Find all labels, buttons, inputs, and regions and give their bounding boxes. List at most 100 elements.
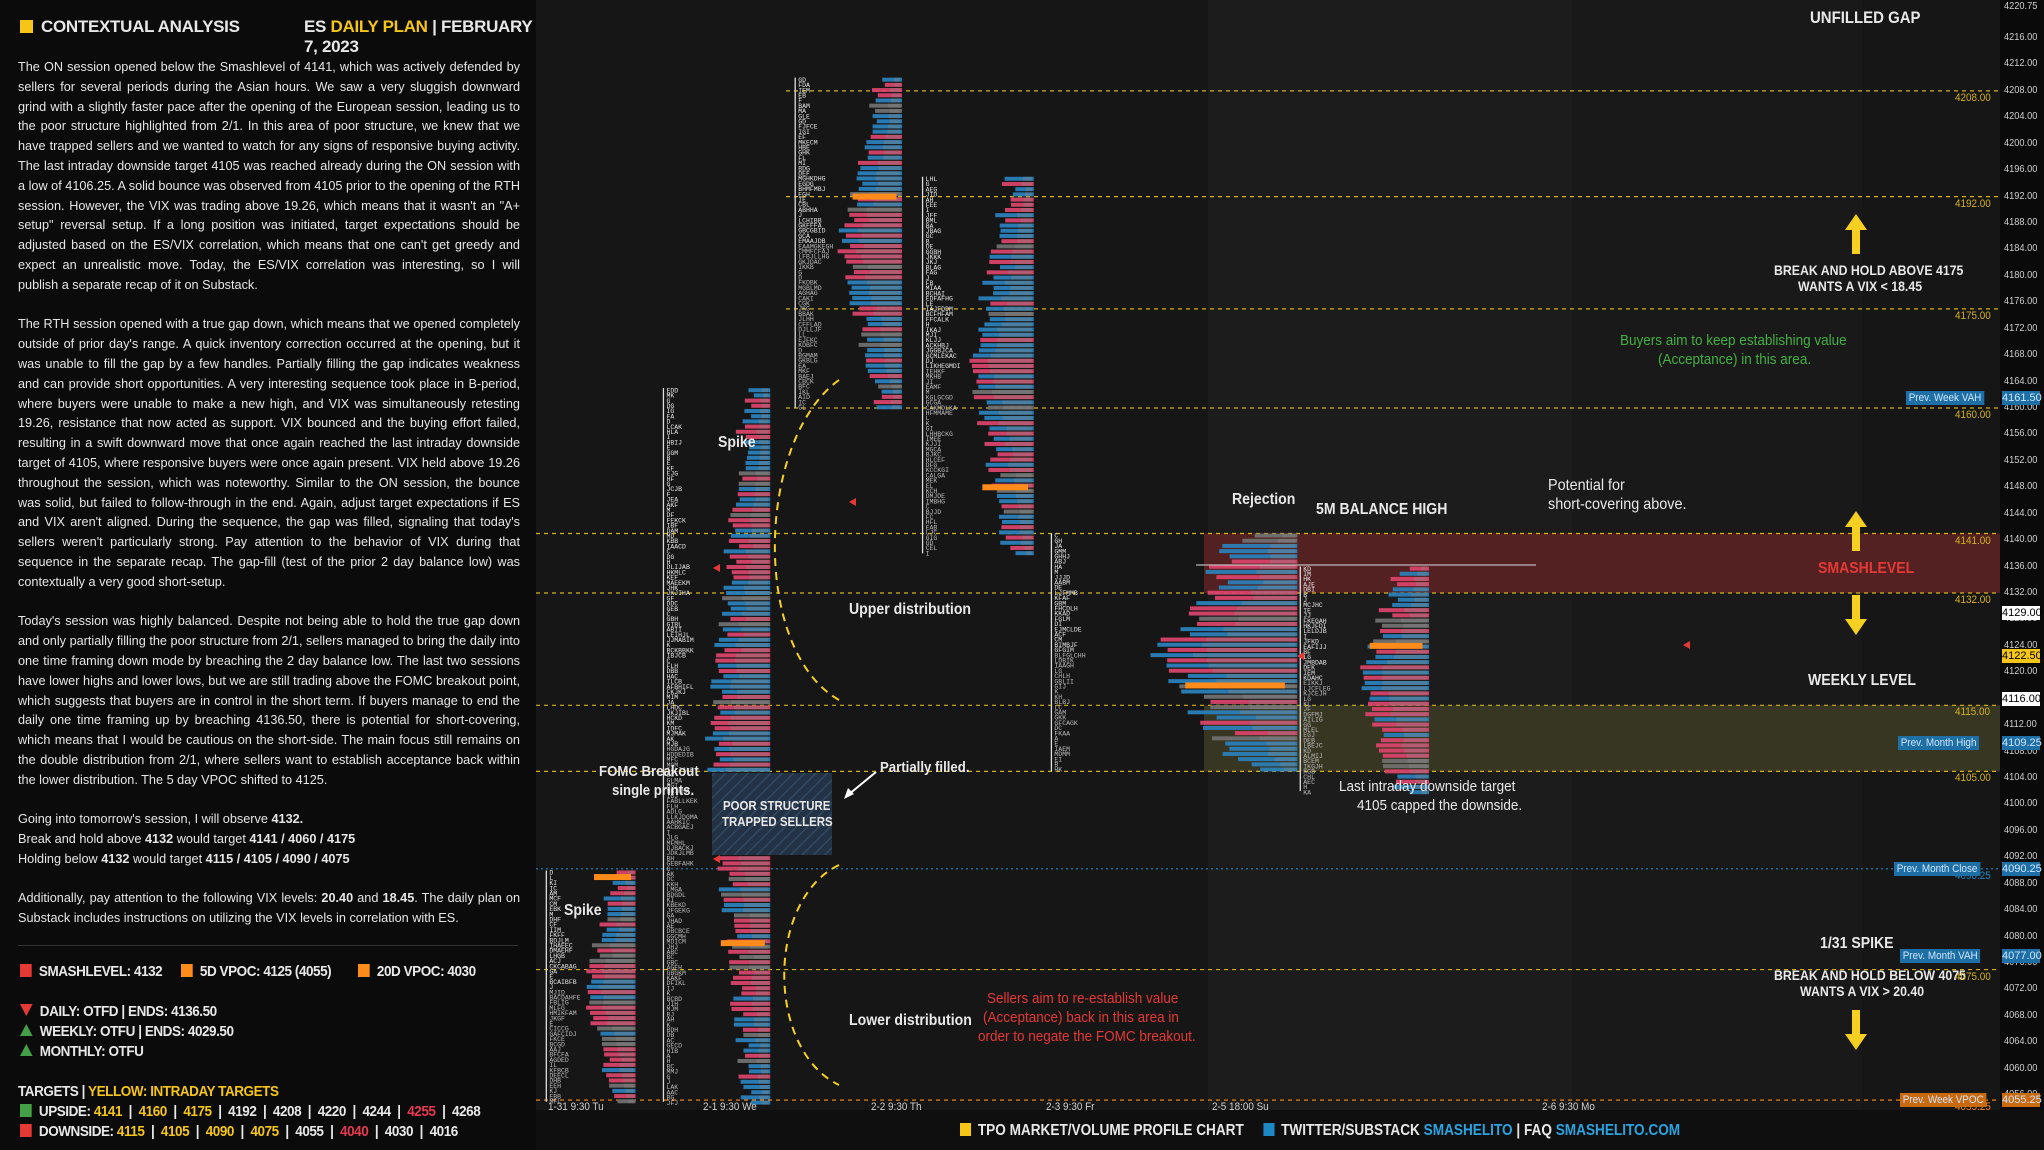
tpo-letters: LCAK bbox=[666, 424, 682, 431]
volume-bar bbox=[1010, 197, 1034, 202]
tpo-shade bbox=[615, 938, 634, 943]
tpo-shade bbox=[751, 928, 769, 933]
volume-bar bbox=[872, 124, 902, 129]
tpo-letters: AC bbox=[666, 1037, 674, 1044]
volume-bar bbox=[976, 379, 1034, 384]
volume-bar bbox=[987, 405, 1034, 410]
tpo-shade bbox=[862, 223, 900, 228]
volume-bar bbox=[716, 752, 771, 757]
tpo-shade bbox=[882, 145, 900, 150]
volume-bar bbox=[722, 627, 771, 632]
volume-bar bbox=[846, 259, 902, 264]
tpo-shade bbox=[1269, 559, 1296, 564]
tpo-letters: GBC bbox=[666, 959, 678, 966]
volume-bar bbox=[869, 103, 902, 108]
volume-bar bbox=[1200, 720, 1298, 725]
volume-bar bbox=[990, 249, 1034, 254]
volume-bar bbox=[862, 327, 902, 332]
tpo-letters: BDH bbox=[666, 1027, 678, 1034]
tpo-shade bbox=[1018, 228, 1032, 233]
tpo-letters: AE bbox=[666, 923, 674, 930]
volume-bar bbox=[996, 488, 1034, 493]
volume-bar bbox=[722, 861, 771, 866]
volume-bar bbox=[738, 486, 771, 491]
volume-bar bbox=[1382, 727, 1430, 732]
tpo-shade bbox=[1002, 415, 1032, 420]
tpo-letters: HAC bbox=[666, 673, 678, 680]
paragraph-1: The ON session opened below the Smashlev… bbox=[18, 60, 520, 292]
tpo-shade bbox=[744, 902, 769, 907]
tpo-shade bbox=[1011, 254, 1032, 259]
volume-bar bbox=[847, 207, 902, 212]
down-arrow-icon bbox=[1852, 595, 1860, 619]
tpo-shade bbox=[616, 922, 634, 927]
tpo-letters: EF bbox=[798, 134, 806, 141]
tpo-shade bbox=[625, 880, 634, 885]
tpo-letters: IHAEEC bbox=[549, 942, 573, 949]
tpo-shade bbox=[1400, 618, 1428, 623]
tpo-shade bbox=[1381, 686, 1428, 691]
site-link[interactable]: SMASHELITO.COM bbox=[1555, 1122, 1681, 1139]
tpo-shade bbox=[1256, 569, 1296, 574]
tpo-letters: L bbox=[549, 875, 553, 882]
volume-bar bbox=[727, 601, 771, 606]
tpo-shade bbox=[1389, 701, 1428, 706]
tpo-shade bbox=[893, 394, 900, 399]
tpo-letters: B bbox=[926, 238, 930, 245]
tpo-shade bbox=[747, 882, 769, 887]
last-target-label-2: 4105 capped the downside. bbox=[1357, 797, 1523, 814]
volume-bar bbox=[601, 1042, 636, 1047]
tpo-shade bbox=[761, 1069, 769, 1074]
tpo-letters: LL bbox=[798, 332, 806, 339]
volume-bar bbox=[882, 77, 902, 82]
tpo-letters: E bbox=[549, 974, 553, 981]
handle-link[interactable]: SMASHELITO bbox=[1423, 1122, 1513, 1139]
tpo-letters: HBIJ bbox=[666, 439, 682, 446]
tpo-shade bbox=[1282, 533, 1296, 538]
volume-bar bbox=[875, 108, 902, 113]
volume-bar bbox=[849, 301, 902, 306]
tpo-letters: FKCE bbox=[549, 1036, 565, 1043]
tpo-shade bbox=[1235, 621, 1296, 626]
volume-bar bbox=[739, 544, 771, 549]
volume-bar bbox=[728, 949, 771, 954]
tpo-shade bbox=[757, 1012, 769, 1017]
volume-bar bbox=[731, 580, 771, 585]
tpo-letters: HK bbox=[1303, 576, 1311, 583]
volume-bar bbox=[973, 395, 1034, 400]
volume-bar bbox=[743, 1032, 771, 1037]
volume-bar bbox=[721, 689, 771, 694]
tpo-shade bbox=[745, 876, 769, 881]
tpo-shade bbox=[1206, 647, 1296, 652]
tpo-letters: JA bbox=[1054, 543, 1062, 550]
axis-tick-label: 4088.00 bbox=[2004, 876, 2038, 889]
tpo-letters: JKJ bbox=[926, 259, 938, 266]
volume-bar bbox=[744, 424, 771, 429]
tpo-shade bbox=[1251, 590, 1296, 595]
tpo-letters: C bbox=[666, 549, 670, 556]
partially-filled-label: Partially filled. bbox=[880, 759, 970, 776]
tpo-shade bbox=[748, 554, 769, 559]
tpo-letters: GGCMH bbox=[666, 933, 686, 940]
tpo-shade bbox=[1019, 530, 1032, 535]
tpo-letters: M bbox=[666, 507, 670, 514]
volume-bar bbox=[990, 301, 1034, 306]
volume-bar bbox=[1212, 736, 1298, 741]
volume-bar bbox=[597, 1026, 636, 1031]
target-value: 4160 bbox=[138, 1103, 168, 1120]
tpo-letters: DEK bbox=[1303, 665, 1315, 672]
volume-bar bbox=[857, 171, 902, 176]
volume-bar bbox=[1374, 717, 1430, 722]
volume-bar bbox=[729, 960, 771, 965]
volume-bar bbox=[751, 403, 771, 408]
tpo-shade bbox=[857, 228, 900, 233]
tpo-letters: JA bbox=[666, 699, 674, 706]
tpo-shade bbox=[1002, 400, 1032, 405]
tpo-letters: H bbox=[666, 559, 670, 566]
tpo-shade bbox=[876, 171, 900, 176]
volume-bar bbox=[738, 471, 771, 476]
volume-bar bbox=[986, 400, 1034, 405]
volume-bar bbox=[1397, 774, 1430, 779]
volume-bar bbox=[1203, 694, 1298, 699]
volume-bar bbox=[1157, 642, 1298, 647]
